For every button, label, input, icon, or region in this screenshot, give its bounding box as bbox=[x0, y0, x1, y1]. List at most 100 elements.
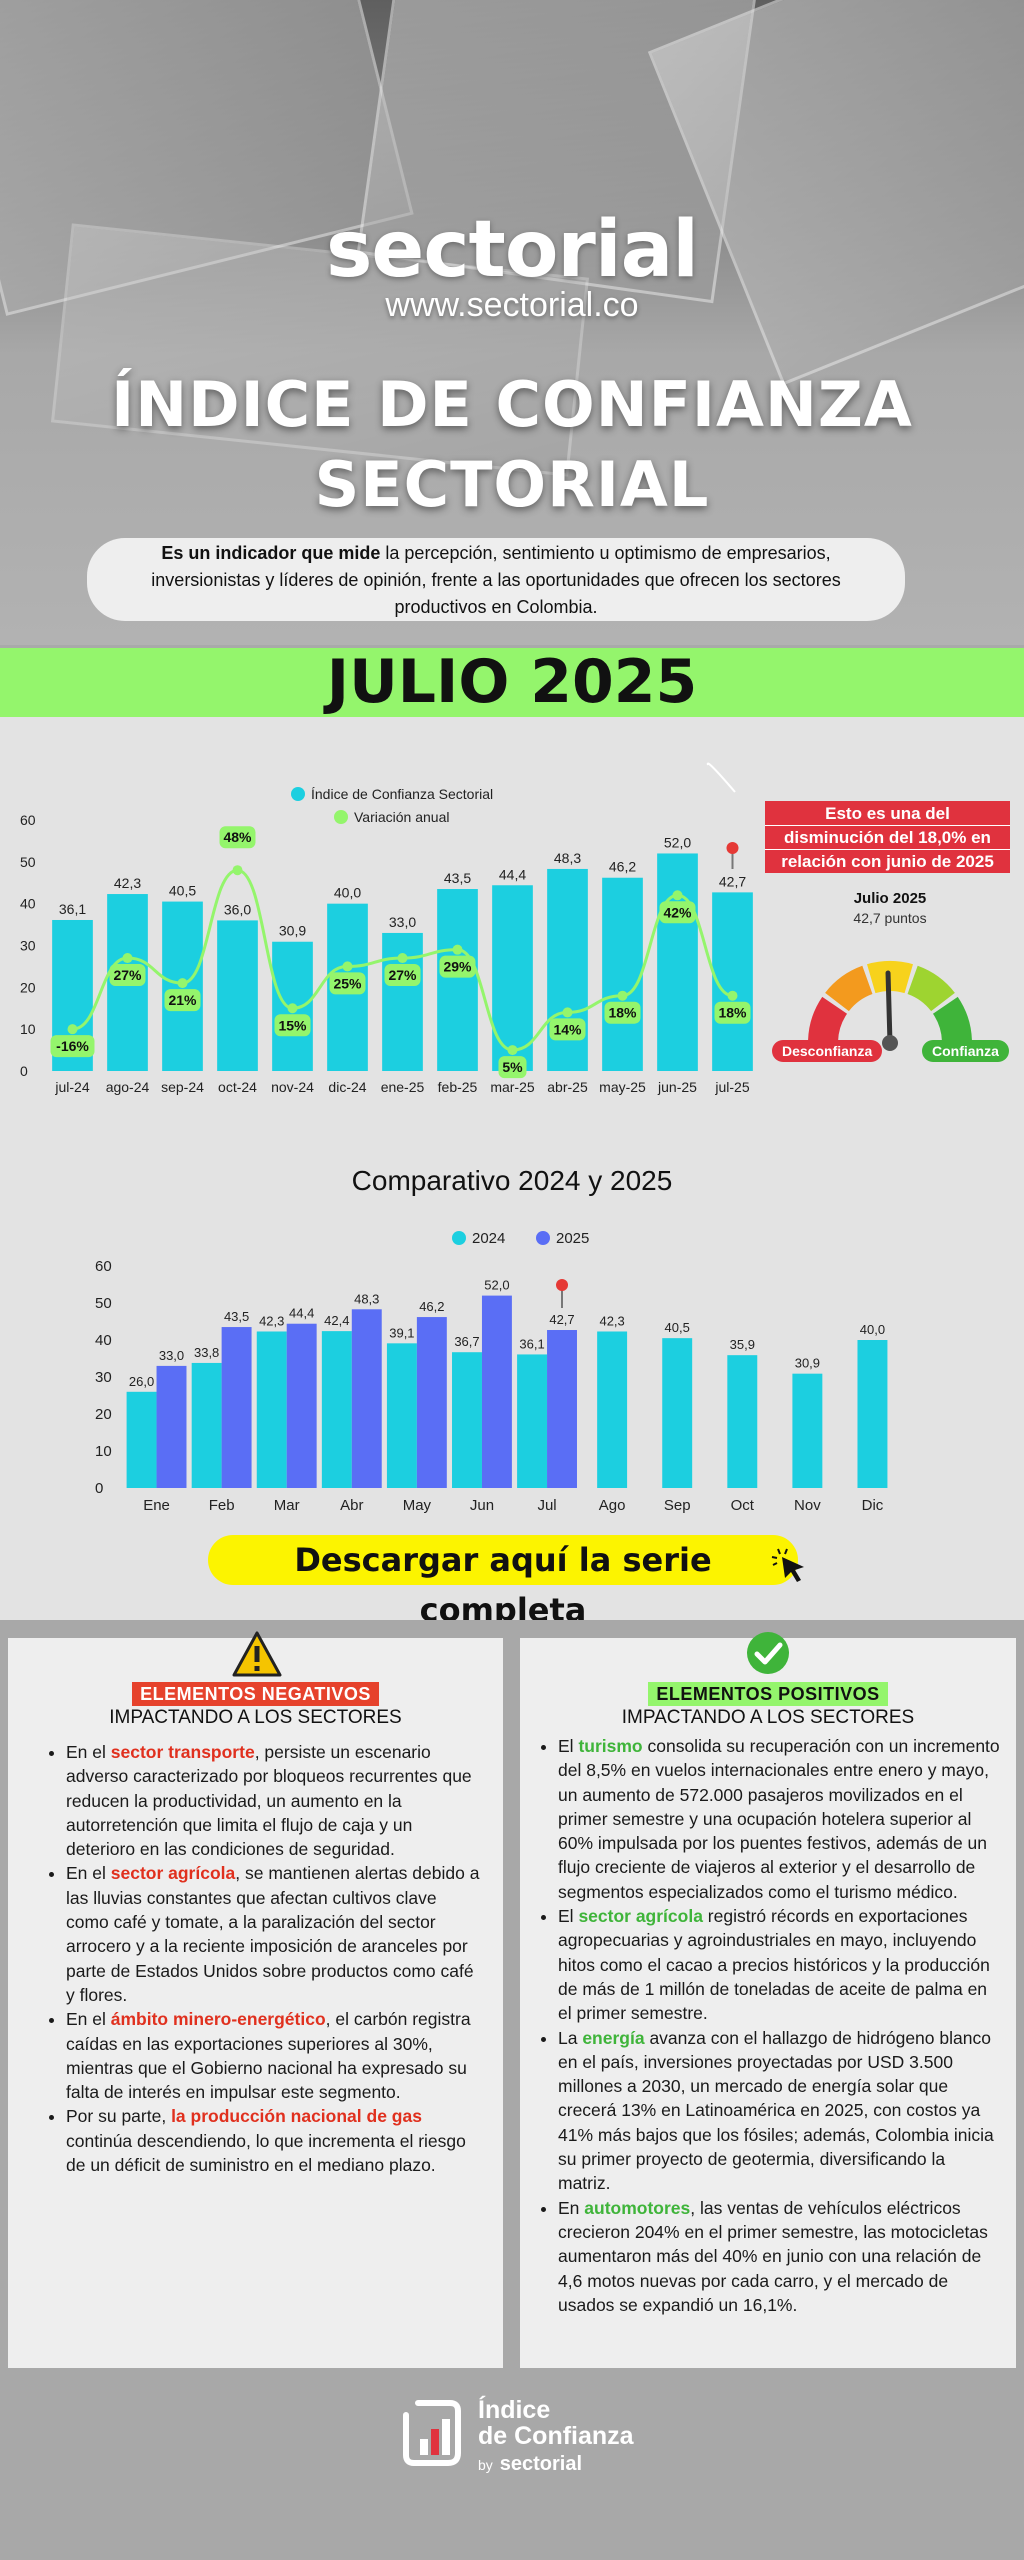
variation-label-bg bbox=[219, 826, 256, 849]
confidence-gauge bbox=[808, 961, 972, 1051]
variation-label-bg bbox=[384, 964, 421, 987]
variation-label-bg bbox=[109, 964, 146, 987]
y-tick-label: 20 bbox=[95, 1406, 112, 1423]
bar-2024 bbox=[792, 1373, 823, 1488]
bar-label-2024: 39,1 bbox=[389, 1325, 414, 1340]
bar-label-2024: 30,9 bbox=[795, 1356, 820, 1371]
bullet-text: La bbox=[558, 2027, 583, 2048]
comparison-chart-section: Comparativo 2024 y 2025 2024 2025 0 10 20 30 40… bbox=[0, 1150, 1024, 1620]
bullet-item: El turismo consolida su recuperación con… bbox=[558, 1734, 1000, 1904]
gauge-segment bbox=[907, 965, 955, 1012]
bullet-text: consolida su recuperación con un increme… bbox=[558, 1736, 1000, 1902]
variation-point bbox=[617, 990, 628, 1001]
bar-label-2024: 35,9 bbox=[730, 1337, 755, 1352]
index-bar bbox=[547, 868, 588, 1071]
variation-point bbox=[122, 953, 133, 964]
gauge-segment bbox=[825, 965, 873, 1012]
index-bar-label: 36,0 bbox=[224, 901, 251, 917]
legend-marker-2024 bbox=[452, 1231, 466, 1245]
bar-label-2024: 36,1 bbox=[519, 1336, 544, 1351]
variation-point bbox=[67, 1024, 78, 1035]
variation-label-bg bbox=[498, 1056, 527, 1079]
gauge-segment bbox=[932, 996, 972, 1042]
intro-bold: Es un indicador que mide bbox=[161, 543, 381, 563]
variation-point bbox=[287, 1003, 298, 1014]
variation-point bbox=[177, 978, 188, 989]
bar-label-2025: 42,7 bbox=[549, 1312, 574, 1327]
page-title: ÍNDICE DE CONFIANZA SECTORIAL bbox=[0, 365, 1024, 525]
warning-icon bbox=[232, 1631, 282, 1677]
bar-label-2024: 40,5 bbox=[665, 1320, 690, 1335]
checkmark-icon bbox=[747, 1632, 789, 1674]
index-chart: 0 10 20 30 40 50 60 Índice de Confianza Sectori… bbox=[20, 762, 753, 1095]
index-bar-label: 42,3 bbox=[114, 875, 141, 891]
bar-2024 bbox=[452, 1352, 482, 1488]
bar-label-2025: 44,4 bbox=[289, 1306, 314, 1321]
bar-2024 bbox=[386, 1343, 417, 1488]
bullet-item: La energía avanza con el hallazgo de hid… bbox=[558, 2026, 1000, 2196]
brand-logo[interactable]: sectorial bbox=[0, 205, 1024, 295]
variation-label: 5% bbox=[502, 1059, 523, 1075]
gauge-title: Julio 2025 bbox=[853, 890, 927, 907]
x-tick-label: Ago bbox=[599, 1497, 626, 1514]
bar-label-2025: 52,0 bbox=[484, 1278, 509, 1293]
y-tick-label: 60 bbox=[20, 812, 36, 828]
x-tick-label: Sep bbox=[664, 1497, 691, 1514]
bullet-text: En el bbox=[66, 1742, 111, 1762]
bar-2024 bbox=[727, 1355, 758, 1488]
footer-line1: Índice bbox=[478, 2396, 551, 2424]
gauge-segment bbox=[808, 996, 848, 1042]
bar-label-2024: 42,3 bbox=[599, 1313, 624, 1328]
hero-banner: sectorial www.sectorial.co ÍNDICE DE CON… bbox=[0, 0, 1024, 645]
bullet-text: El bbox=[558, 1736, 579, 1756]
bar-label-2024: 33,8 bbox=[194, 1345, 219, 1360]
legend-marker-index bbox=[291, 787, 305, 801]
alert-box: Esto es una del disminución del 18,0% en… bbox=[765, 801, 1010, 873]
variation-point bbox=[562, 1007, 573, 1018]
bar-label-2025: 43,5 bbox=[224, 1309, 249, 1324]
bullet-highlight: sector agrícola bbox=[578, 1906, 703, 1927]
negative-subtitle: IMPACTANDO A LOS SECTORES bbox=[109, 1707, 402, 1728]
y-tick-label: 30 bbox=[95, 1369, 112, 1386]
bullet-highlight: automotores bbox=[584, 2197, 691, 2218]
index-chart-section: 0 10 20 30 40 50 60 Índice de Confianza Sectori… bbox=[0, 717, 1024, 1150]
legend-label-2025: 2025 bbox=[556, 1230, 589, 1247]
download-series-button[interactable]: Descargar aquí la serie completa bbox=[208, 1535, 798, 1629]
y-tick-label: 0 bbox=[20, 1063, 28, 1079]
bullet-text: , se mantienen alertas debido a las lluv… bbox=[66, 1863, 480, 2005]
variation-label-bg bbox=[164, 989, 201, 1012]
bullet-highlight: sector agrícola bbox=[110, 1863, 236, 1884]
bullet-highlight: turismo bbox=[578, 1736, 643, 1756]
y-tick-label: 40 bbox=[20, 896, 36, 912]
x-tick-label: Nov bbox=[794, 1497, 821, 1514]
x-tick-label: abr-25 bbox=[547, 1079, 588, 1095]
bullet-highlight: la producción nacional de gas bbox=[171, 2106, 422, 2127]
y-tick-label: 0 bbox=[95, 1480, 103, 1497]
gauge-label-trust: Confianza bbox=[922, 1040, 1009, 1062]
brand-name: sectorial bbox=[325, 205, 699, 295]
variation-label-bg bbox=[659, 901, 696, 924]
variation-label: 27% bbox=[388, 967, 417, 983]
bar-2025 bbox=[221, 1327, 252, 1488]
bullet-text: registró récords en exportaciones agrope… bbox=[558, 1906, 990, 2024]
index-bar-label: 33,0 bbox=[389, 914, 416, 930]
x-tick-label: Ene bbox=[143, 1497, 170, 1514]
bullet-highlight: energía bbox=[582, 2027, 645, 2048]
bar-label-2025: 46,2 bbox=[419, 1299, 444, 1314]
bar-2025 bbox=[416, 1317, 447, 1488]
y-tick-label: 10 bbox=[20, 1021, 36, 1037]
variation-label: 18% bbox=[718, 1005, 747, 1021]
brand-url[interactable]: www.sectorial.co bbox=[385, 286, 639, 324]
x-tick-label: Mar bbox=[274, 1497, 300, 1514]
x-tick-label: sep-24 bbox=[161, 1079, 204, 1095]
y-tick-label: 10 bbox=[95, 1443, 112, 1460]
footer-brand: Índice de Confianza by sectorial bbox=[478, 2397, 634, 2478]
bullet-text: En el bbox=[66, 2009, 111, 2030]
bar-label-2025: 33,0 bbox=[159, 1348, 184, 1363]
variation-label: 27% bbox=[113, 967, 142, 983]
positive-elements-panel: ELEMENTOS POSITIVOS IMPACTANDO A LOS SEC… bbox=[520, 1632, 1016, 2368]
variation-label: 21% bbox=[168, 992, 197, 1008]
variation-label: 29% bbox=[443, 959, 472, 975]
footer-logo-icon bbox=[403, 2400, 461, 2466]
bullet-item: El sector agrícola registró récords en e… bbox=[558, 1904, 1000, 2025]
